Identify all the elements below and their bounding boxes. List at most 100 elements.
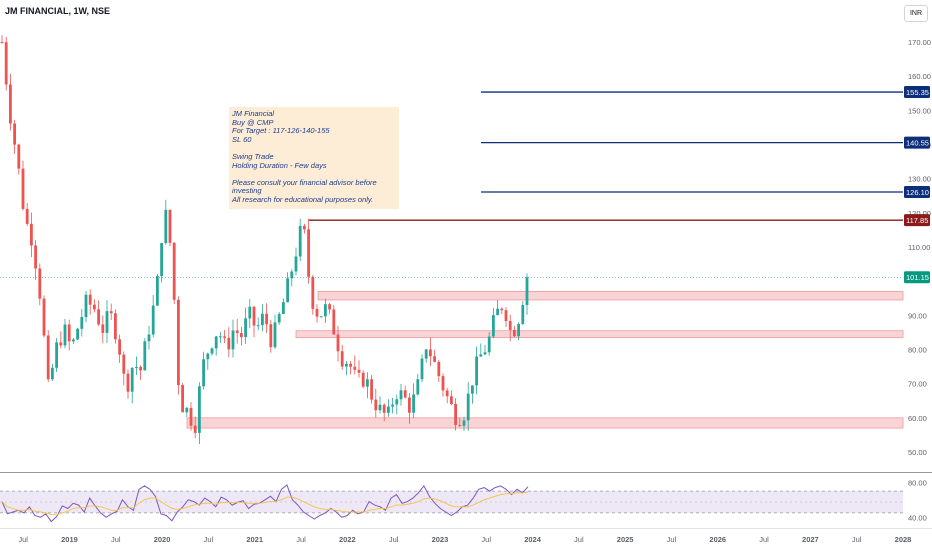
x-tick-label: 2027	[802, 535, 819, 544]
candle-body	[487, 336, 491, 353]
candle-body	[223, 336, 226, 338]
candle-body	[286, 278, 289, 303]
candle-body	[256, 325, 260, 327]
candle-body	[240, 333, 243, 338]
candle-body	[160, 243, 163, 277]
candle-body	[500, 308, 504, 311]
x-tick-label: 2020	[154, 535, 171, 544]
y-tick-label: 70.00	[908, 380, 927, 389]
candle-body	[55, 342, 58, 368]
candle-body	[382, 404, 386, 413]
candle-body	[450, 396, 453, 404]
price-label-bg	[904, 86, 930, 99]
price-label-bg	[904, 214, 930, 227]
candle-body	[126, 373, 130, 392]
x-tick-label: 2021	[246, 535, 263, 544]
candle-body	[185, 407, 189, 413]
x-tick-label: 2022	[339, 535, 356, 544]
x-tick-label: Jul	[18, 535, 28, 544]
annotation-box[interactable]	[229, 107, 399, 209]
candle-body	[479, 354, 483, 357]
x-tick-label: Jul	[481, 535, 491, 544]
y-tick-label: 150.00	[908, 106, 931, 115]
candle-body	[235, 330, 239, 334]
zone-rect	[186, 417, 904, 429]
candle-body	[105, 311, 109, 333]
candle-body	[231, 330, 235, 350]
rsi-line	[1, 484, 529, 523]
candle-body	[475, 356, 478, 386]
candle-body	[403, 390, 407, 398]
candle-body	[332, 309, 336, 335]
annotation-line: SL 60	[232, 134, 252, 144]
candle-body	[282, 302, 285, 314]
y-tick-label: 130.00	[908, 175, 931, 184]
currency-button[interactable]: INR	[904, 5, 928, 22]
candle-body	[210, 348, 214, 354]
annotation-line: investing	[232, 186, 262, 196]
candle-body	[366, 379, 369, 387]
candle-body	[101, 324, 105, 333]
candle-body	[437, 361, 441, 377]
annotation-text: JM Financial Buy @ CMP For Target : 117-12…	[232, 109, 398, 205]
candle-body	[441, 376, 445, 391]
candle-body	[483, 352, 487, 355]
candle-body	[458, 424, 462, 426]
candle-body	[399, 390, 403, 400]
candle-body	[80, 317, 84, 329]
candle-body	[294, 256, 298, 272]
x-tick-label: 2023	[432, 535, 449, 544]
candle-body	[189, 407, 193, 426]
candle-body	[198, 386, 201, 433]
rsi-ma-line	[1, 491, 529, 516]
candle-body	[172, 242, 176, 300]
x-tick-label: 2024	[524, 535, 542, 544]
candle-body	[353, 366, 357, 370]
candle-body	[135, 366, 138, 368]
y-tick-label: 160.00	[908, 72, 931, 81]
candle-body	[206, 353, 210, 360]
candle-body	[416, 379, 420, 395]
x-tick-label: Jul	[759, 535, 769, 544]
candle-body	[88, 294, 92, 305]
candle-body	[109, 311, 113, 314]
candle-body	[370, 379, 373, 400]
y-tick-label: 170.00	[908, 38, 931, 47]
y-tick-label: 80.00	[908, 346, 927, 355]
annotation-line: Holding Duration - Few days	[232, 160, 327, 170]
candle-body	[324, 304, 327, 317]
candle-body	[315, 308, 319, 317]
x-tick-label: 2025	[617, 535, 634, 544]
candle-body	[93, 304, 96, 310]
candle-body	[462, 420, 466, 426]
candle-body	[164, 209, 168, 244]
candle-body	[30, 223, 33, 246]
candle-body	[193, 425, 197, 433]
candle-body	[63, 324, 67, 346]
candle-body	[395, 399, 399, 405]
candle-body	[21, 168, 25, 209]
candle-body	[25, 208, 29, 224]
candle-body	[139, 366, 142, 371]
candle-body	[424, 349, 428, 359]
candle-body	[357, 369, 361, 373]
candle-body	[4, 42, 8, 85]
candle-body	[214, 336, 218, 349]
candle-body	[273, 322, 277, 348]
x-tick-label: Jul	[296, 535, 306, 544]
candle-body	[42, 298, 46, 336]
candle-body	[303, 225, 306, 230]
candle-body	[349, 363, 352, 367]
candle-body	[114, 313, 117, 340]
candle-body	[252, 306, 256, 326]
rsi-y-tick-label: 40.00	[908, 513, 927, 522]
candle-body	[269, 324, 273, 348]
x-tick-label: Jul	[111, 535, 121, 544]
candle-body	[147, 334, 151, 342]
candle-body	[177, 299, 180, 386]
candle-body	[51, 367, 54, 380]
candle-body	[34, 245, 37, 269]
candle-body	[504, 310, 508, 322]
candle-body	[219, 336, 222, 338]
